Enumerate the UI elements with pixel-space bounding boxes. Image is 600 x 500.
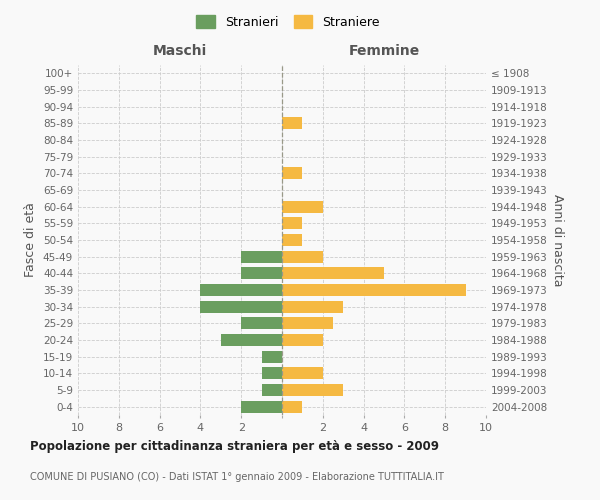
Bar: [282, 250, 323, 262]
Bar: [241, 400, 282, 412]
Y-axis label: Anni di nascita: Anni di nascita: [551, 194, 564, 286]
Text: Popolazione per cittadinanza straniera per età e sesso - 2009: Popolazione per cittadinanza straniera p…: [30, 440, 439, 453]
Legend: Stranieri, Straniere: Stranieri, Straniere: [193, 11, 383, 32]
Bar: [241, 318, 282, 330]
Bar: [282, 384, 343, 396]
Bar: [282, 334, 323, 346]
Bar: [282, 218, 302, 230]
Bar: [282, 300, 343, 312]
Bar: [282, 168, 302, 179]
Y-axis label: Fasce di età: Fasce di età: [25, 202, 37, 278]
Bar: [262, 368, 282, 380]
Bar: [282, 284, 466, 296]
Bar: [282, 368, 323, 380]
Bar: [262, 384, 282, 396]
Bar: [262, 350, 282, 362]
Text: Femmine: Femmine: [349, 44, 419, 59]
Bar: [200, 300, 282, 312]
Bar: [200, 284, 282, 296]
Bar: [282, 118, 302, 130]
Bar: [282, 400, 302, 412]
Text: Maschi: Maschi: [153, 44, 207, 59]
Bar: [282, 318, 333, 330]
Bar: [282, 200, 323, 212]
Bar: [241, 250, 282, 262]
Bar: [282, 268, 384, 280]
Bar: [221, 334, 282, 346]
Text: COMUNE DI PUSIANO (CO) - Dati ISTAT 1° gennaio 2009 - Elaborazione TUTTITALIA.IT: COMUNE DI PUSIANO (CO) - Dati ISTAT 1° g…: [30, 472, 444, 482]
Bar: [241, 268, 282, 280]
Bar: [282, 234, 302, 246]
